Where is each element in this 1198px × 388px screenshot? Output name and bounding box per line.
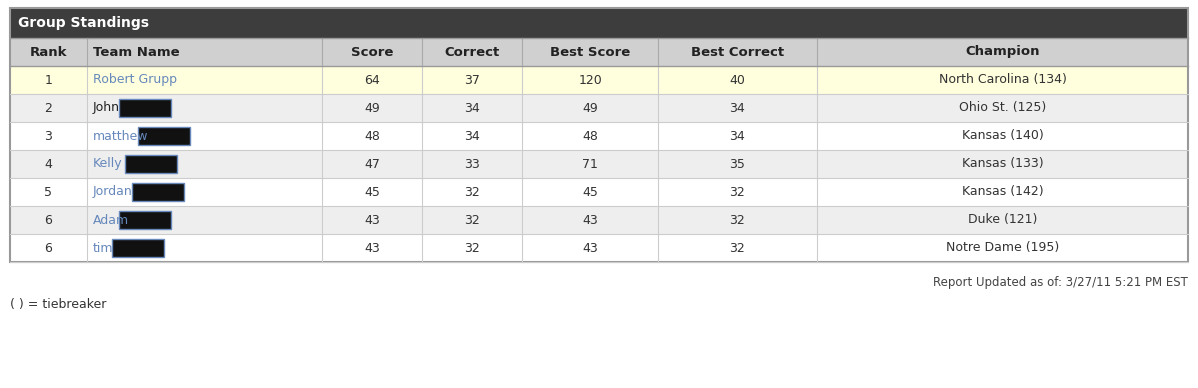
Text: 34: 34 xyxy=(465,130,480,142)
Text: Champion: Champion xyxy=(966,45,1040,59)
Text: ( ) = tiebreaker: ( ) = tiebreaker xyxy=(10,298,107,311)
Text: 33: 33 xyxy=(465,158,480,170)
Text: 45: 45 xyxy=(582,185,598,199)
Text: 1: 1 xyxy=(44,73,53,87)
Text: Best Correct: Best Correct xyxy=(691,45,783,59)
Bar xyxy=(119,211,170,229)
Text: 71: 71 xyxy=(582,158,598,170)
Text: 37: 37 xyxy=(465,73,480,87)
Bar xyxy=(125,155,177,173)
Text: Kelly: Kelly xyxy=(92,158,122,170)
Text: 3: 3 xyxy=(44,130,53,142)
Text: 34: 34 xyxy=(730,130,745,142)
Text: 32: 32 xyxy=(465,213,480,227)
Text: 32: 32 xyxy=(730,241,745,255)
Text: Adam: Adam xyxy=(92,213,128,227)
Text: Group Standings: Group Standings xyxy=(18,16,149,30)
Text: 45: 45 xyxy=(364,185,380,199)
Bar xyxy=(10,8,1188,262)
Text: 43: 43 xyxy=(364,241,380,255)
Text: 35: 35 xyxy=(730,158,745,170)
Bar xyxy=(119,99,170,117)
Text: 43: 43 xyxy=(582,213,598,227)
Bar xyxy=(10,178,1188,206)
Text: Report Updated as of: 3/27/11 5:21 PM EST: Report Updated as of: 3/27/11 5:21 PM ES… xyxy=(933,276,1188,289)
Bar xyxy=(132,183,183,201)
Text: 32: 32 xyxy=(730,213,745,227)
Text: 49: 49 xyxy=(582,102,598,114)
Text: tim: tim xyxy=(92,241,113,255)
Text: North Carolina (134): North Carolina (134) xyxy=(938,73,1066,87)
Bar xyxy=(10,38,1188,66)
Text: Best Score: Best Score xyxy=(550,45,630,59)
Text: 32: 32 xyxy=(465,241,480,255)
Bar xyxy=(10,234,1188,262)
Bar xyxy=(10,206,1188,234)
Text: Score: Score xyxy=(351,45,393,59)
Text: Notre Dame (195): Notre Dame (195) xyxy=(946,241,1059,255)
Text: 120: 120 xyxy=(579,73,603,87)
Bar xyxy=(10,66,1188,94)
Text: John: John xyxy=(92,102,120,114)
Text: 48: 48 xyxy=(364,130,380,142)
Text: Kansas (133): Kansas (133) xyxy=(962,158,1043,170)
Text: 43: 43 xyxy=(364,213,380,227)
Text: Rank: Rank xyxy=(30,45,67,59)
Text: 32: 32 xyxy=(730,185,745,199)
Text: 49: 49 xyxy=(364,102,380,114)
Text: Correct: Correct xyxy=(444,45,500,59)
Text: 6: 6 xyxy=(44,241,53,255)
Text: 48: 48 xyxy=(582,130,598,142)
Bar xyxy=(10,94,1188,122)
Text: 2: 2 xyxy=(44,102,53,114)
Text: 47: 47 xyxy=(364,158,380,170)
Text: 34: 34 xyxy=(465,102,480,114)
Text: Kansas (142): Kansas (142) xyxy=(962,185,1043,199)
Text: Kansas (140): Kansas (140) xyxy=(962,130,1043,142)
Bar xyxy=(10,8,1188,38)
Text: 40: 40 xyxy=(730,73,745,87)
Text: 34: 34 xyxy=(730,102,745,114)
Text: 43: 43 xyxy=(582,241,598,255)
Text: matthew: matthew xyxy=(92,130,149,142)
Text: 6: 6 xyxy=(44,213,53,227)
Bar xyxy=(113,239,164,257)
Bar xyxy=(10,122,1188,150)
Text: 4: 4 xyxy=(44,158,53,170)
Text: 5: 5 xyxy=(44,185,53,199)
Text: 32: 32 xyxy=(465,185,480,199)
Bar xyxy=(138,127,190,145)
Text: Robert Grupp: Robert Grupp xyxy=(92,73,176,87)
Text: Jordan: Jordan xyxy=(92,185,132,199)
Text: Team Name: Team Name xyxy=(92,45,180,59)
Bar xyxy=(10,150,1188,178)
Text: Duke (121): Duke (121) xyxy=(968,213,1037,227)
Text: 64: 64 xyxy=(364,73,380,87)
Text: Ohio St. (125): Ohio St. (125) xyxy=(958,102,1046,114)
